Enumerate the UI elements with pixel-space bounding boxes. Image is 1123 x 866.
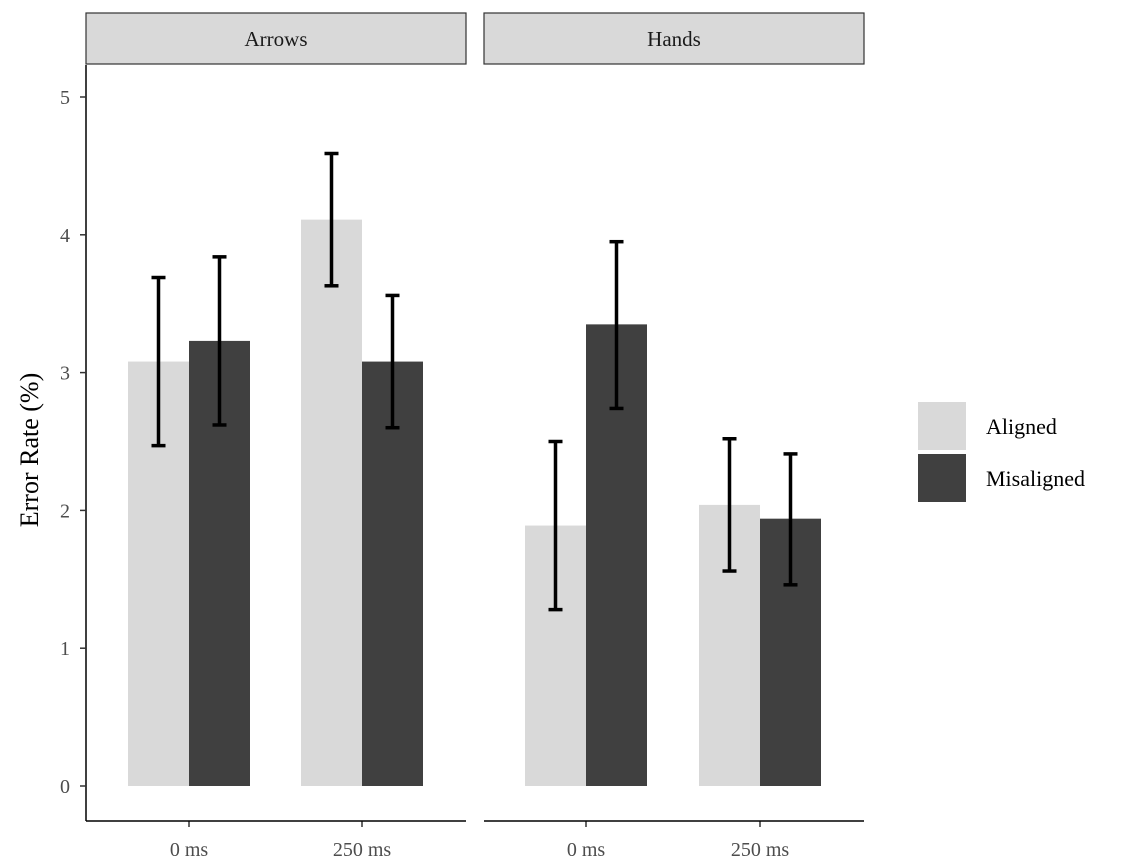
- facet-strip: [483, 12, 865, 65]
- x-tick-label: 250 ms: [731, 839, 790, 861]
- panel-arrows: Arrows 0 ms 250 ms: [85, 12, 467, 861]
- error-bar-aligned-hands-0: [548, 439, 563, 612]
- legend: Aligned Misaligned: [918, 402, 1085, 502]
- legend-item-misaligned: Misaligned: [918, 454, 1085, 502]
- error-bar-misaligned-arrows-0: [212, 255, 227, 427]
- x-tick-label: 250 ms: [333, 839, 392, 861]
- legend-item-aligned: Aligned: [918, 402, 1057, 450]
- x-tick-label: 0 ms: [170, 839, 209, 861]
- y-tick-label: 5: [60, 87, 70, 109]
- y-axis: 0 1 2 3 4 5: [60, 65, 87, 821]
- legend-swatch: [918, 402, 966, 450]
- bar-aligned-arrows-1: [301, 219, 362, 787]
- error-bar-aligned-arrows-0: [151, 275, 166, 448]
- y-tick-label: 3: [60, 363, 70, 385]
- y-tick-label: 1: [60, 638, 70, 660]
- panel-hands: Hands 0 ms 250 ms: [483, 12, 865, 861]
- error-bar-misaligned-hands-1: [783, 452, 798, 587]
- y-tick-label: 2: [60, 500, 70, 522]
- y-tick-label: 0: [60, 776, 70, 798]
- y-axis-title: Error Rate (%): [15, 373, 44, 527]
- error-bar-misaligned-hands-0: [609, 239, 624, 411]
- legend-label: Misaligned: [986, 466, 1085, 491]
- facet-strip: [85, 12, 467, 65]
- bar-misaligned-arrows-1: [362, 361, 423, 786]
- error-bar-misaligned-arrows-1: [385, 293, 400, 430]
- facet-strip-label: Arrows: [245, 27, 308, 51]
- x-tick-label: 0 ms: [567, 839, 606, 861]
- error-bar-aligned-arrows-1: [324, 151, 339, 288]
- facet-strip-label: Hands: [647, 27, 701, 51]
- legend-swatch: [918, 454, 966, 502]
- error-bar-aligned-hands-1: [722, 436, 737, 573]
- panels-layer: Arrows 0 ms 250 ms Hands 0 ms 250 ms 0 1 2 3 4 5: [60, 12, 865, 861]
- legend-label: Aligned: [986, 414, 1057, 439]
- y-tick-label: 4: [60, 225, 70, 247]
